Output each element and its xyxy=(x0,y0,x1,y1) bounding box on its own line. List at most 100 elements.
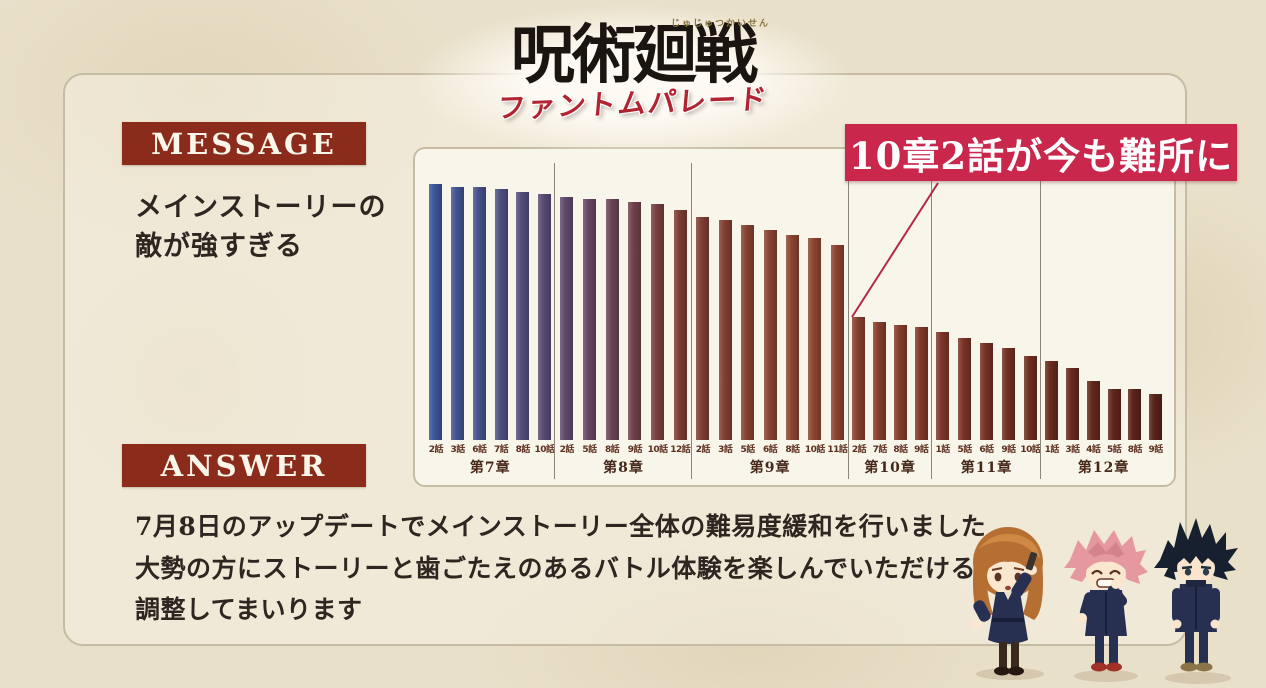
difficulty-bar xyxy=(718,219,732,440)
difficulty-bar xyxy=(852,317,866,440)
chapter-group: 2話 3話 6話 7話 8話 10話 第7章 xyxy=(425,149,556,479)
answer-text: 7月8日のアップデートでメインストーリー全体の難易度緩和を行いました 大勢の方に… xyxy=(135,506,1027,631)
difficulty-callout: 10章2話が今も難所に xyxy=(845,124,1237,181)
episode-label: 1話 xyxy=(1044,445,1060,455)
logo-furigana: じゅじゅつかいせん xyxy=(670,19,770,29)
game-logo: じゅじゅつかいせん 呪術廻戦 ファントムパレード xyxy=(418,6,848,156)
episode-label: 1話 xyxy=(935,445,951,455)
episode-label-row: 2話 7話 8話 9話 xyxy=(849,442,932,457)
episode-label: 5話 xyxy=(740,445,756,455)
difficulty-bar xyxy=(1023,355,1037,440)
episode-label: 9話 xyxy=(627,445,643,455)
chapter-label: 第10章 xyxy=(864,460,916,476)
episode-label: 8話 xyxy=(605,445,620,455)
episode-label: 10話 xyxy=(534,445,556,455)
bar-row xyxy=(692,149,849,440)
chapter-group: 1話 5話 6話 9話 10話 第11章 xyxy=(932,149,1042,479)
answer-line: 大勢の方にストーリーと歯ごたえのあるバトル体験を楽しんでいただけるよう xyxy=(135,553,1028,583)
difficulty-bar xyxy=(628,201,642,440)
difficulty-bar xyxy=(1128,388,1142,440)
chart-groups: 2話 3話 6話 7話 8話 10話 第7章 2話 5話 8話 9話 10話 12話 第8章 2話 3話 5話 6… xyxy=(425,149,1166,479)
chapter-label: 第11章 xyxy=(960,460,1013,476)
bar-row xyxy=(849,149,932,440)
difficulty-bar xyxy=(560,196,574,440)
difficulty-bar xyxy=(1045,360,1059,440)
difficulty-bar xyxy=(696,217,710,440)
chapter-group: 2話 7話 8話 9話第10章 xyxy=(849,149,932,479)
episode-label: 9話 xyxy=(1148,445,1164,455)
episode-label-row: 1話 3話 4話 5話 8話 9話 xyxy=(1041,442,1166,457)
difficulty-bar xyxy=(429,184,443,440)
episode-label: 3話 xyxy=(718,445,733,455)
episode-label: 5話 xyxy=(1106,445,1122,455)
episode-label: 11話 xyxy=(827,445,848,455)
bar-row xyxy=(555,149,691,440)
difficulty-bar xyxy=(605,199,619,440)
episode-label: 6話 xyxy=(472,445,487,455)
message-text: メインストーリーの 敵が強すぎる xyxy=(135,188,386,266)
episode-label: 10話 xyxy=(804,445,826,455)
bar-row xyxy=(425,149,555,440)
episode-label-row: 2話 5話 8話 9話 10話 12話 xyxy=(555,442,691,457)
difficulty-bar xyxy=(893,324,907,440)
episode-label: 2話 xyxy=(559,445,575,455)
chapter-label: 第9章 xyxy=(749,460,791,476)
difficulty-bar xyxy=(936,332,950,440)
episode-label: 7話 xyxy=(493,445,509,455)
difficulty-bar xyxy=(914,327,928,440)
episode-label: 2話 xyxy=(695,445,711,455)
episode-label: 9話 xyxy=(914,445,929,455)
message-line: 敵が強すぎる xyxy=(135,231,303,263)
difficulty-bar xyxy=(1001,347,1015,440)
chapter-group: 2話 3話 5話 6話 8話 10話 11話 第9章 xyxy=(692,149,849,479)
difficulty-chart: 2話 3話 6話 7話 8話 10話 第7章 2話 5話 8話 9話 10話 12話 第8章 2話 3話 5話 6… xyxy=(413,147,1176,487)
episode-label: 9話 xyxy=(1001,445,1016,455)
chibi-characters xyxy=(972,518,1238,684)
difficulty-bar xyxy=(582,199,596,440)
chapter-group: 1話 3話 4話 5話 8話 9話第12章 xyxy=(1041,149,1166,479)
episode-label: 4話 xyxy=(1086,445,1101,455)
difficulty-bar xyxy=(979,342,993,440)
difficulty-bar xyxy=(451,186,465,440)
difficulty-bar xyxy=(786,235,799,440)
episode-label: 5話 xyxy=(582,445,597,455)
episode-label-row: 2話 3話 6話 7話 8話 10話 xyxy=(425,442,555,457)
episode-label: 2話 xyxy=(428,445,444,455)
episode-label-row: 1話 5話 6話 9話 10話 xyxy=(932,442,1042,457)
nobara-chibi xyxy=(972,527,1044,680)
difficulty-bar xyxy=(958,337,972,440)
yuji-chibi xyxy=(1064,530,1148,682)
bar-row xyxy=(1041,149,1166,440)
chapter-group: 2話 5話 8話 9話 10話 12話 第8章 xyxy=(555,149,692,479)
difficulty-bar xyxy=(741,224,755,440)
difficulty-bar xyxy=(472,186,486,440)
chapter-label: 第12章 xyxy=(1077,460,1130,476)
answer-banner: ANSWER xyxy=(122,444,366,487)
episode-label: 10話 xyxy=(1020,445,1041,455)
difficulty-bar xyxy=(651,204,665,440)
episode-label-row: 2話 3話 5話 6話 8話 10話 11話 xyxy=(692,442,849,457)
difficulty-bar xyxy=(873,322,887,440)
difficulty-bar xyxy=(763,230,777,440)
episode-label: 8話 xyxy=(515,445,531,455)
answer-line: 7月8日のアップデートでメインストーリー全体の難易度緩和を行いました xyxy=(135,512,987,541)
episode-label: 12話 xyxy=(670,445,691,455)
chapter-label: 第7章 xyxy=(469,460,511,476)
episode-label: 6話 xyxy=(979,445,994,455)
difficulty-bar xyxy=(1149,393,1163,440)
difficulty-bar xyxy=(1065,368,1079,440)
message-banner: MESSAGE xyxy=(122,122,366,165)
difficulty-bar xyxy=(538,194,552,440)
difficulty-bar xyxy=(516,191,530,440)
episode-label: 7話 xyxy=(872,445,888,455)
episode-label: 3話 xyxy=(1065,445,1080,455)
bar-row xyxy=(932,149,1042,440)
episode-label: 8話 xyxy=(1127,445,1143,455)
difficulty-bar xyxy=(1086,381,1100,440)
episode-label: 5話 xyxy=(957,445,972,455)
episode-label: 8話 xyxy=(893,445,908,455)
episode-label: 2話 xyxy=(851,445,867,455)
episode-label: 10話 xyxy=(647,445,669,455)
megumi-chibi xyxy=(1154,518,1238,684)
